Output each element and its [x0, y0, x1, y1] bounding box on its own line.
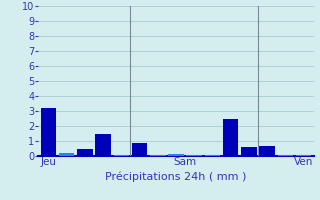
- Bar: [296, 154, 311, 156]
- Bar: [241, 147, 257, 156]
- X-axis label: Précipitations 24h ( mm ): Précipitations 24h ( mm ): [105, 172, 247, 182]
- Bar: [205, 154, 220, 156]
- Bar: [95, 134, 111, 156]
- Bar: [77, 148, 92, 156]
- Bar: [187, 154, 202, 156]
- Bar: [132, 143, 147, 156]
- Bar: [223, 118, 238, 156]
- Bar: [260, 146, 275, 156]
- Bar: [168, 154, 184, 156]
- Bar: [41, 108, 56, 156]
- Bar: [150, 154, 165, 156]
- Bar: [114, 154, 129, 156]
- Bar: [59, 153, 74, 156]
- Bar: [278, 154, 293, 156]
